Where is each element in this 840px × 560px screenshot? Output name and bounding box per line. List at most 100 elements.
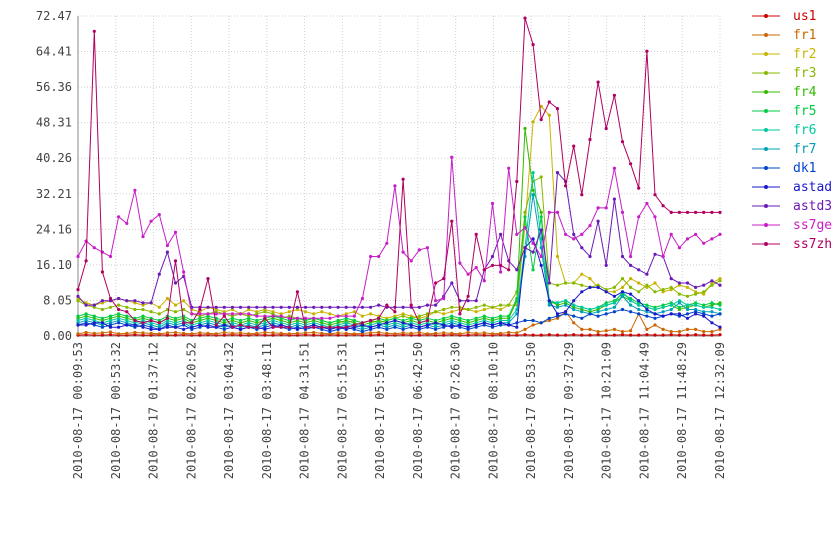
data-point — [685, 303, 690, 307]
data-point — [620, 294, 625, 298]
data-point — [482, 331, 486, 335]
x-axis-ticks: 2010-08-17 00:09:53 2010-08-17 00:53:32 20… — [71, 342, 727, 479]
data-point — [474, 305, 478, 309]
data-point — [125, 323, 129, 327]
data-point — [344, 312, 348, 316]
data-point — [694, 292, 698, 296]
chart-grid — [77, 15, 721, 337]
data-point — [377, 254, 381, 259]
data-point — [547, 316, 551, 320]
data-point — [336, 314, 340, 318]
x-tick-label: 2010-08-17 00:53:32 — [109, 342, 123, 479]
x-tick-label: 2010-08-17 09:37:29 — [562, 342, 576, 479]
data-point — [247, 307, 251, 312]
data-point — [125, 321, 129, 325]
data-point — [117, 332, 121, 336]
data-point — [76, 314, 80, 318]
data-point — [295, 323, 299, 327]
data-point — [360, 325, 364, 329]
data-point — [328, 332, 332, 336]
data-point — [409, 331, 413, 335]
data-point — [393, 318, 397, 323]
data-point — [547, 333, 551, 337]
data-point — [92, 246, 96, 250]
data-point — [238, 312, 243, 316]
data-point — [434, 331, 438, 335]
data-point — [629, 303, 633, 307]
legend-label: astd3 — [793, 199, 832, 214]
data-point — [92, 316, 96, 320]
series-fr6 — [76, 171, 722, 329]
data-point — [637, 268, 641, 272]
data-point — [108, 333, 113, 337]
data-point — [685, 312, 690, 316]
data-point — [312, 316, 316, 320]
data-point — [303, 310, 308, 314]
x-tick-label: 2010-08-17 08:53:50 — [524, 342, 538, 479]
data-point — [76, 294, 80, 298]
data-point — [100, 325, 104, 329]
data-point — [238, 321, 243, 325]
data-point — [247, 325, 251, 329]
data-point — [190, 312, 194, 316]
y-tick-label: 0.00 — [43, 329, 72, 343]
data-point — [645, 327, 649, 331]
data-point — [588, 254, 592, 259]
data-point — [702, 210, 706, 214]
data-point — [694, 303, 698, 307]
data-point — [214, 325, 218, 329]
data-point — [157, 323, 161, 327]
data-point — [482, 307, 486, 312]
data-point — [393, 321, 397, 325]
data-point — [271, 318, 275, 323]
data-point — [645, 201, 649, 206]
data-point — [182, 307, 186, 312]
series-ss7zh — [76, 16, 722, 329]
x-tick-label: 2010-08-17 11:04:49 — [637, 342, 651, 479]
y-tick-label: 72.47 — [36, 9, 72, 23]
data-point — [173, 333, 178, 337]
data-point — [230, 307, 234, 312]
data-point — [117, 318, 121, 323]
data-point — [320, 310, 324, 314]
data-point — [182, 331, 186, 335]
data-point — [295, 331, 299, 335]
data-point — [458, 316, 462, 320]
data-point — [539, 263, 543, 267]
data-point — [320, 316, 324, 320]
data-point — [117, 307, 121, 312]
data-point — [92, 303, 96, 307]
data-point — [555, 107, 560, 111]
data-point — [336, 305, 340, 309]
legend-label: fr1 — [793, 28, 816, 43]
data-point — [482, 333, 486, 337]
data-point — [450, 331, 454, 335]
data-point — [247, 323, 251, 327]
data-point — [149, 331, 153, 335]
data-point — [604, 263, 608, 267]
data-point — [271, 325, 275, 329]
data-point — [596, 330, 600, 334]
x-tick-label: 2010-08-17 03:04:32 — [222, 342, 236, 479]
data-point — [466, 321, 470, 325]
data-point — [450, 155, 454, 159]
data-point — [490, 316, 495, 320]
data-point — [133, 188, 137, 192]
data-point — [572, 307, 576, 312]
data-point — [718, 210, 722, 214]
data-point — [694, 301, 698, 305]
data-point — [369, 305, 373, 309]
legend-swatch-marker — [764, 33, 768, 37]
data-point — [393, 323, 397, 327]
data-point — [84, 303, 88, 307]
data-point — [555, 312, 560, 316]
data-point — [718, 279, 722, 283]
data-point — [393, 332, 397, 336]
data-point — [336, 333, 340, 337]
data-point — [255, 312, 259, 316]
data-point — [694, 285, 698, 289]
data-point — [76, 316, 80, 320]
data-point — [596, 307, 600, 312]
data-point — [694, 310, 698, 314]
